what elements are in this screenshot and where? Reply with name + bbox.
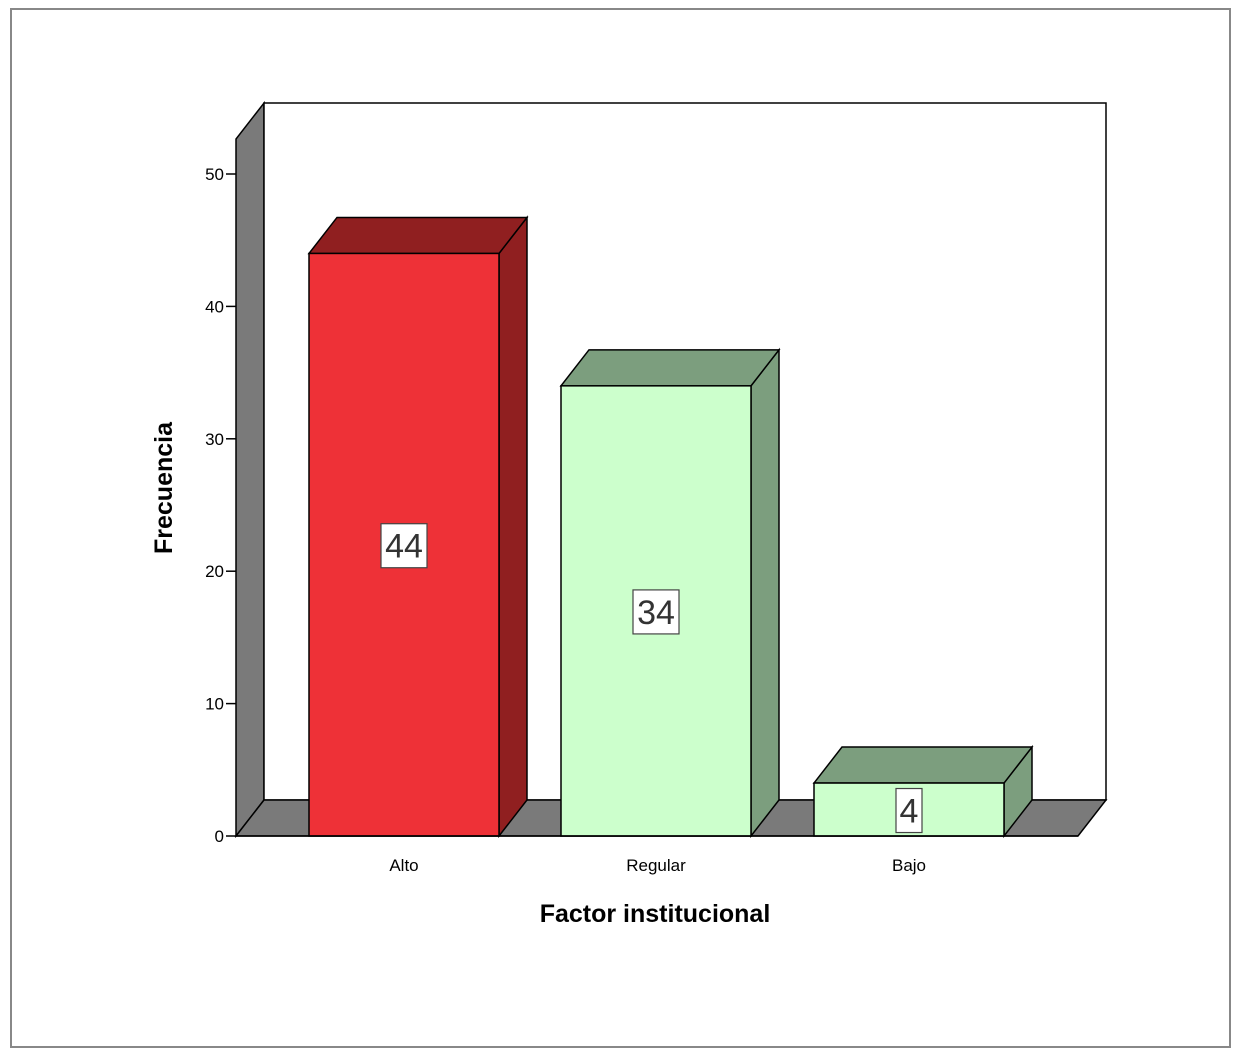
y-tick-label: 40	[205, 297, 224, 316]
x-tick-label: Bajo	[892, 856, 926, 875]
x-tick-label: Alto	[389, 856, 418, 875]
bars: 44 34 4	[307, 215, 1034, 839]
x-axis-title: Factor institucional	[540, 900, 771, 928]
y-tick-label: 0	[215, 827, 224, 846]
data-label: 44	[385, 528, 423, 566]
y-tick-label: 50	[205, 165, 224, 184]
bar-top	[559, 349, 781, 387]
y-tick-label: 20	[205, 562, 224, 581]
bar-top	[812, 746, 1034, 784]
x-axis: Alto Regular Bajo	[236, 835, 1078, 875]
data-label: 34	[637, 594, 675, 632]
y-tick-label: 30	[205, 430, 224, 449]
data-label-box	[895, 787, 923, 834]
data-label-box	[632, 589, 680, 635]
left-wall	[235, 100, 265, 839]
y-tick-label: 10	[205, 695, 224, 714]
y-axis-title: Frecuencia	[150, 421, 178, 554]
x-tick-label: Regular	[626, 856, 686, 875]
y-axis: 0 10 20 30 40 50	[205, 165, 236, 846]
bar-side	[498, 215, 528, 839]
bar-side	[750, 347, 780, 839]
bar-top	[307, 216, 529, 255]
data-label: 4	[900, 793, 919, 831]
data-label-box	[380, 523, 428, 569]
